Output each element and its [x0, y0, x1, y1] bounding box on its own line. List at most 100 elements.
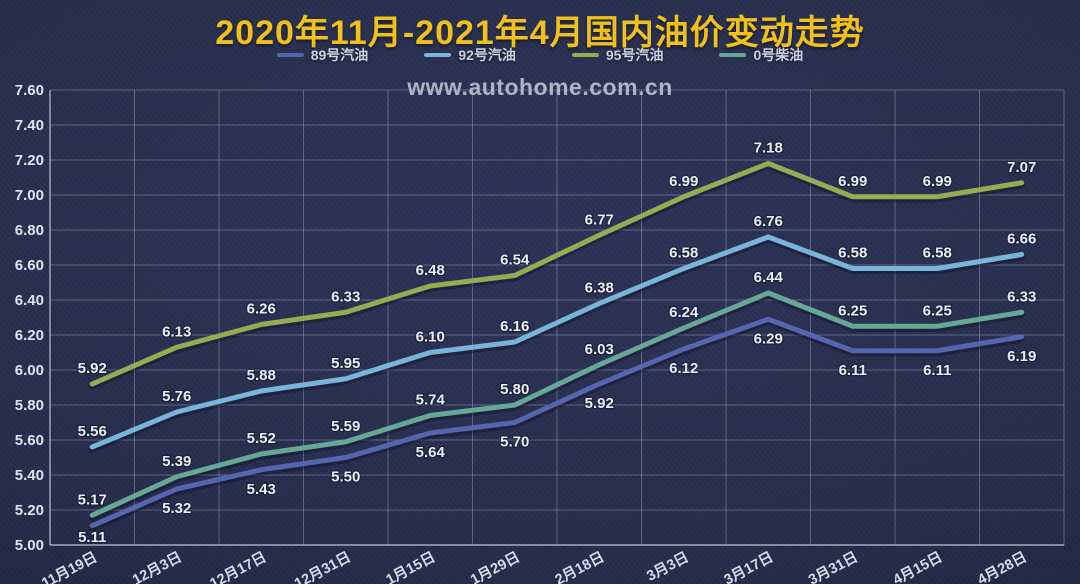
x-axis-tick-label: 4月28日 — [975, 549, 1030, 584]
y-axis-tick-label: 7.20 — [15, 152, 44, 169]
y-axis-tick-label: 5.60 — [15, 432, 44, 449]
value-labels-0: 5.11 5.32 5.43 5.50 5.64 5.70 5.92 6.12 6.29 6.11… — [77, 329, 1038, 547]
value-label: 6.25 — [923, 302, 952, 319]
value-label: 6.16 — [500, 318, 529, 335]
legend-label-1: 92号汽油 — [458, 47, 516, 63]
value-label: 5.88 — [247, 367, 276, 384]
y-axis-tick-label: 6.40 — [15, 292, 44, 309]
value-label: 5.92 — [585, 395, 614, 412]
legend-swatch-2 — [571, 53, 599, 57]
value-label: 6.76 — [754, 213, 783, 230]
value-label: 6.10 — [416, 329, 445, 346]
value-label: 5.70 — [500, 434, 529, 451]
x-axis-tick-label: 12月31日 — [292, 549, 354, 584]
x-axis-tick-label: 3月3日 — [644, 549, 692, 584]
y-axis-tick-label: 5.00 — [15, 537, 44, 554]
y-axis-tick-label: 5.20 — [15, 502, 44, 519]
value-label: 6.33 — [1007, 288, 1036, 305]
value-label: 6.11 — [839, 362, 867, 379]
value-label: 6.54 — [500, 252, 530, 269]
x-axis-tick-label: 4月15日 — [890, 549, 945, 584]
value-label: 7.18 — [754, 140, 783, 157]
x-axis-tick-label: 1月15日 — [383, 549, 438, 584]
legend-item-0: 89号汽油 — [276, 45, 369, 65]
value-labels-1: 5.56 5.76 5.88 5.95 6.10 6.16 6.38 6.58 6.76 6.58… — [76, 212, 1037, 442]
value-labels-2: 5.92 6.13 6.26 6.33 6.48 6.54 6.77 6.99 7.18 6.99… — [76, 138, 1037, 378]
value-label: 5.92 — [78, 360, 107, 377]
line-series-2 — [89, 161, 1025, 387]
chart-title: 2020年11月-2021年4月国内油价变动走势 — [215, 14, 865, 52]
value-label: 6.58 — [838, 245, 867, 262]
value-label: 6.03 — [585, 341, 614, 358]
value-label: 6.66 — [1007, 231, 1036, 248]
value-label: 6.99 — [838, 173, 867, 190]
legend-label-3: 0号柴油 — [753, 47, 804, 63]
legend-label-2: 95号汽油 — [605, 47, 664, 63]
value-label: 6.25 — [838, 302, 867, 319]
legend-swatch-1 — [424, 53, 452, 57]
x-axis-tick-label: 12月17日 — [207, 549, 269, 584]
y-axis-tick-label: 5.40 — [15, 467, 44, 484]
x-axis-tick-label: 2月18日 — [552, 549, 607, 584]
y-axis-tick-label: 7.60 — [15, 82, 44, 99]
value-label: 6.24 — [669, 304, 699, 321]
value-label: 6.48 — [416, 262, 445, 279]
value-label: 5.64 — [416, 444, 446, 461]
value-label: 6.99 — [669, 173, 698, 190]
line-series-1 — [89, 234, 1025, 450]
value-label: 6.33 — [331, 288, 360, 305]
legend-label-0: 89号汽油 — [310, 47, 369, 63]
line-series-0 — [89, 316, 1025, 529]
chart-legend: 89号汽油 92号汽油 95号汽油 0号柴油 — [0, 46, 1080, 64]
value-label: 6.29 — [754, 330, 783, 347]
value-label: 5.56 — [78, 423, 107, 440]
value-label: 5.74 — [416, 392, 446, 409]
value-label: 5.43 — [247, 481, 276, 498]
legend-swatch-3 — [719, 53, 747, 57]
value-label: 5.39 — [162, 453, 191, 470]
x-axis-labels: 11月19日 12月3日 12月17日 12月31日 1月15日 1月29日 2月18日 3月… — [39, 549, 1030, 584]
value-label: 5.11 — [78, 529, 106, 546]
value-label: 5.80 — [500, 381, 529, 398]
line-series-3 — [89, 290, 1025, 518]
y-axis-tick-label: 6.20 — [15, 327, 44, 344]
value-label: 6.44 — [754, 269, 784, 286]
value-label: 5.32 — [162, 500, 191, 517]
value-label: 5.17 — [78, 491, 107, 508]
y-axis-tick-label: 6.80 — [15, 222, 44, 239]
value-label: 6.38 — [585, 280, 614, 297]
value-label: 6.13 — [162, 323, 191, 340]
value-label: 6.58 — [923, 245, 952, 262]
value-label: 6.19 — [1007, 348, 1036, 365]
legend-swatch-0 — [276, 53, 304, 57]
x-axis-tick-label: 11月19日 — [39, 549, 100, 584]
value-label: 5.52 — [247, 430, 276, 447]
value-label: 6.12 — [669, 360, 698, 377]
value-label: 6.11 — [923, 362, 951, 379]
value-label: 6.26 — [247, 301, 276, 318]
y-axis-tick-label: 7.00 — [15, 187, 44, 204]
value-label: 5.50 — [331, 469, 360, 486]
value-label: 6.77 — [585, 211, 614, 228]
x-axis-tick-label: 3月31日 — [806, 549, 861, 584]
x-axis-tick-label: 12月3日 — [130, 549, 185, 584]
value-label: 5.95 — [331, 355, 360, 372]
legend-item-1: 92号汽油 — [424, 45, 516, 65]
value-label: 6.99 — [923, 173, 952, 190]
x-axis-tick-label: 1月29日 — [468, 549, 523, 584]
y-axis-tick-label: 6.00 — [15, 362, 44, 379]
value-label: 5.76 — [162, 388, 191, 405]
value-label: 7.07 — [1007, 159, 1036, 176]
watermark-url: www.autohome.com.cn — [407, 74, 673, 100]
x-axis-tick-label: 3月17日 — [721, 549, 776, 584]
y-axis-tick-label: 6.60 — [15, 257, 44, 274]
value-label: 5.59 — [331, 418, 360, 435]
value-labels-3: 5.17 5.39 5.52 5.59 5.74 5.80 6.03 6.24 6.44 6.25… — [76, 268, 1037, 510]
y-axis-tick-label: 5.80 — [15, 397, 44, 414]
y-axis-tick-label: 7.40 — [15, 117, 44, 134]
value-label: 6.58 — [669, 245, 698, 262]
legend-item-3: 0号柴油 — [719, 45, 803, 65]
legend-item-2: 95号汽油 — [571, 45, 664, 65]
